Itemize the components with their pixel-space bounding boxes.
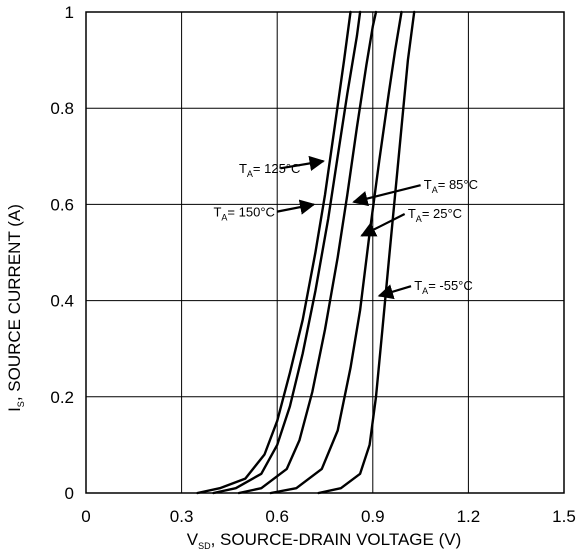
annotation-arrow [276,199,316,215]
y-tick-label: 0.6 [50,195,74,214]
x-tick-label: 1.5 [552,507,576,526]
x-tick-labels: 0 0.3 0.6 0.9 1.2 1.5 [81,507,576,526]
series-line [317,10,416,495]
curve-annotation: TA= 150°C [213,199,316,222]
y-axis-title: IS, SOURCE CURRENT (A) [5,204,26,412]
y-tick-label: 1 [65,3,74,22]
series-line [269,10,403,495]
annotation-label: TA= 85°C [424,177,478,195]
annotation-arrow [352,184,421,207]
x-tick-label: 0.6 [265,507,289,526]
x-tick-label: 0 [81,507,90,526]
curve-annotation: TA= 85°C [352,177,478,207]
annotation-label: TA= 150°C [213,204,274,222]
curve-annotation: TA= 25°C [360,206,462,237]
plot-frame [85,11,565,494]
annotation-arrow [377,284,412,300]
series-line [237,10,378,495]
annotation-label: TA= -55°C [414,278,473,296]
curve-annotation: TA= 125°C [239,155,325,179]
annotation-arrow [280,155,325,171]
x-tick-label: 0.3 [170,507,194,526]
y-tick-label: 0.4 [50,292,74,311]
series-line [212,10,362,495]
annotation-label: TA= 125°C [239,161,300,179]
x-axis-title: VSD, SOURCE-DRAIN VOLTAGE (V) [187,530,461,551]
y-tick-labels: 0 0.2 0.4 0.6 0.8 1 [50,3,74,503]
curves [196,10,416,495]
series-line [196,10,352,495]
x-tick-label: 0.9 [361,507,385,526]
annotations: TA= 125°C TA= 85°C TA= 150°C TA= 25°C TA= -5… [213,155,478,300]
annotation-label: TA= 25°C [408,206,462,224]
y-tick-label: 0.8 [50,99,74,118]
y-tick-label: 0.2 [50,388,74,407]
grid [86,12,564,493]
curve-annotation: TA= -55°C [377,278,473,300]
x-tick-label: 1.2 [457,507,481,526]
y-tick-label: 0 [65,484,74,503]
annotation-arrow [360,213,406,237]
